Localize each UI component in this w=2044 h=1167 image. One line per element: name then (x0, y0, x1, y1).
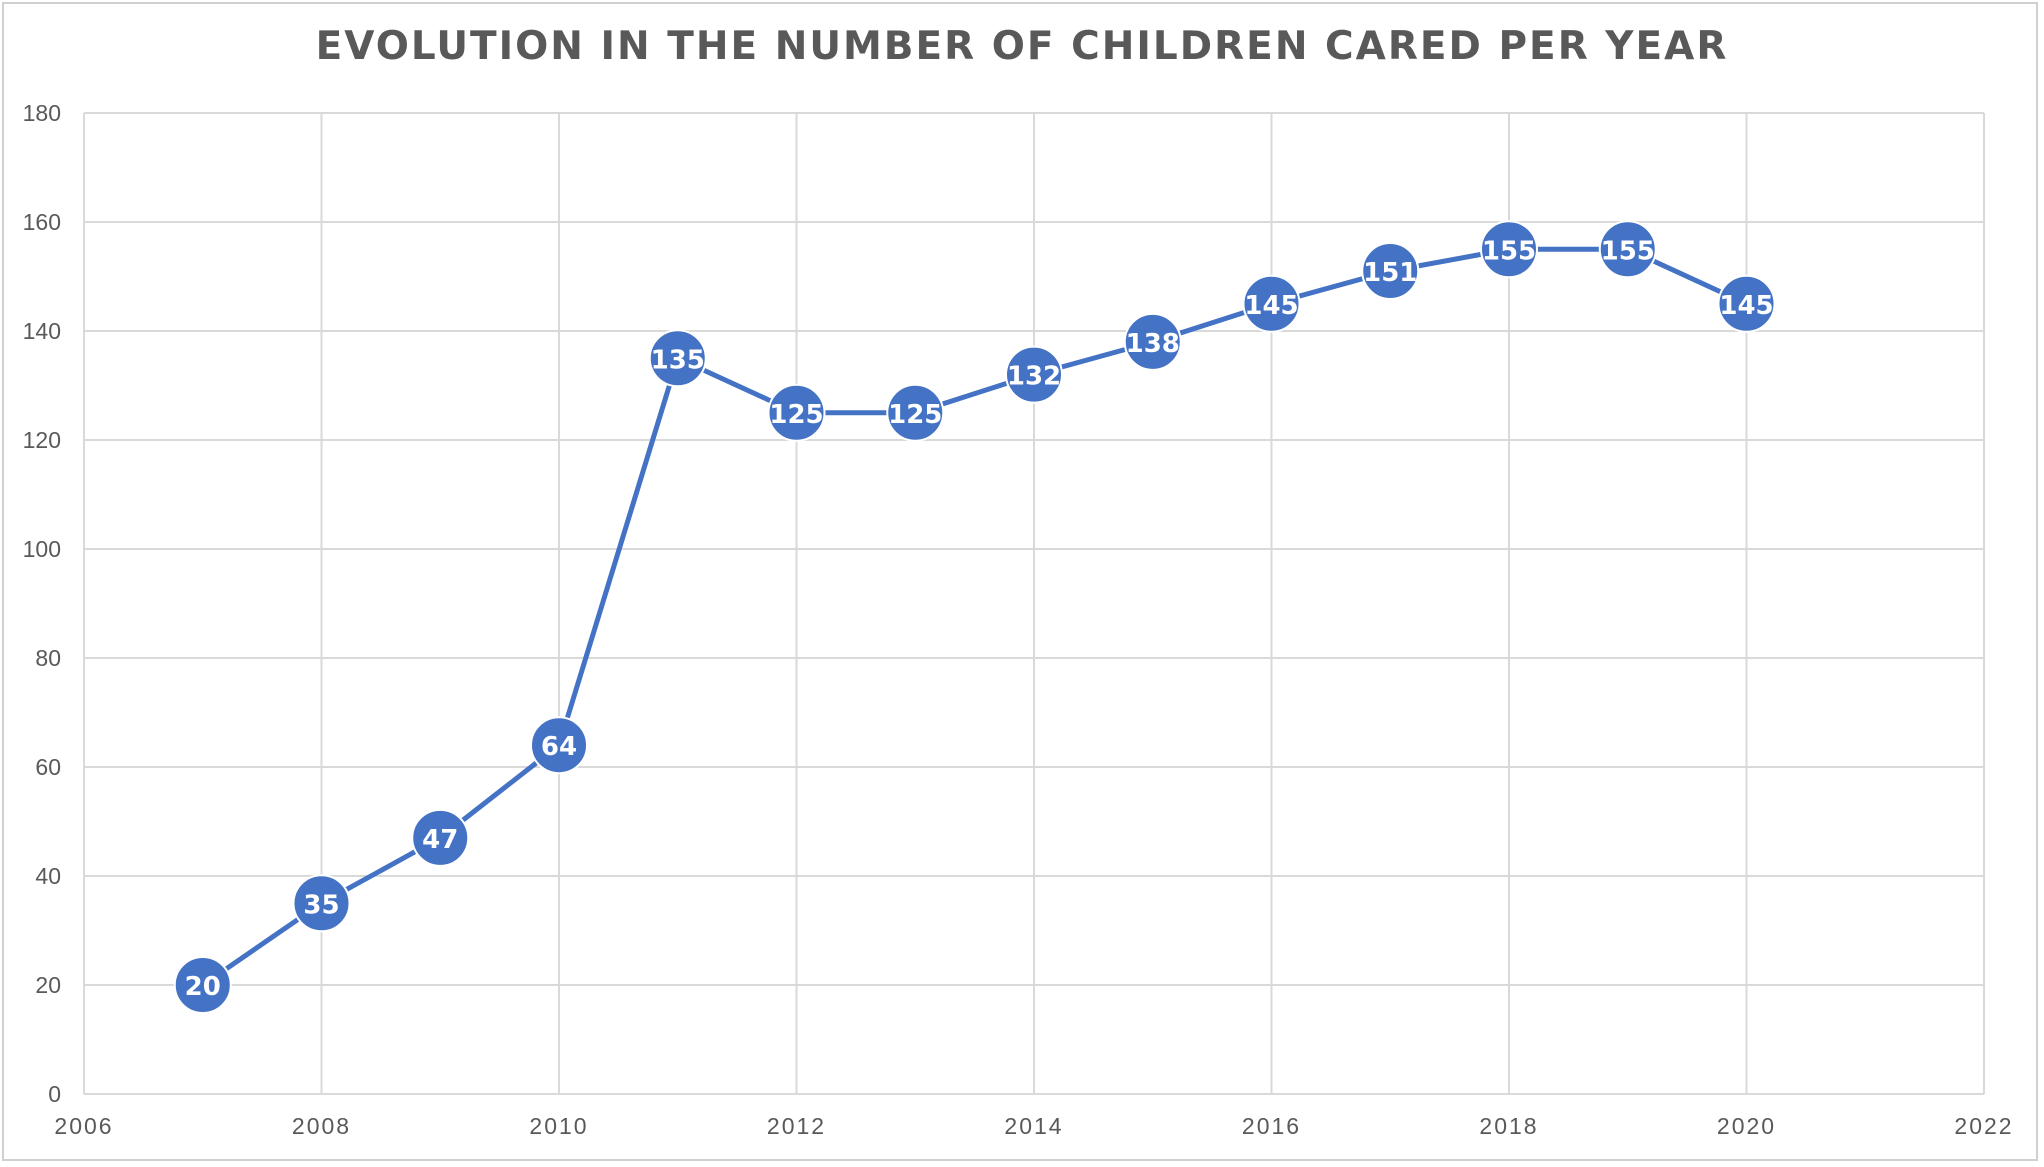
data-series: 20 35 47 64 135 125 125 132 138 145 151 155 155 145 (173, 220, 1776, 1014)
data-label: 125 (769, 400, 823, 430)
data-point (767, 383, 826, 442)
x-tick-label: 2016 (1242, 1113, 1301, 1139)
data-point (1717, 274, 1776, 333)
y-tick-label: 40 (35, 863, 61, 889)
series-line (201, 246, 1748, 988)
x-tick-label: 2008 (292, 1113, 351, 1139)
data-label: 155 (1482, 236, 1536, 266)
data-label: 35 (303, 890, 339, 920)
x-tick-label: 2014 (1004, 1113, 1063, 1139)
x-tick-label: 2012 (767, 1113, 826, 1139)
data-point (292, 874, 351, 933)
data-point (648, 329, 707, 388)
y-tick-label: 160 (23, 209, 61, 235)
data-point (886, 383, 945, 442)
y-tick-label: 60 (35, 754, 61, 780)
data-point (173, 956, 232, 1014)
data-label: 155 (1601, 236, 1655, 266)
y-tick-label: 80 (35, 645, 61, 671)
x-tick-label: 2020 (1717, 1113, 1776, 1139)
y-tick-label: 20 (35, 972, 61, 998)
data-label: 135 (651, 345, 705, 375)
data-point (530, 716, 588, 775)
data-label: 20 (185, 972, 221, 1002)
data-point (1242, 274, 1301, 333)
data-label: 64 (541, 732, 577, 762)
x-tick-label: 2010 (529, 1113, 588, 1139)
data-label: 151 (1363, 258, 1417, 288)
data-point (411, 808, 470, 867)
y-tick-label: 120 (23, 427, 61, 453)
x-tick-label: 2006 (54, 1113, 113, 1139)
y-tick-label: 140 (23, 318, 61, 344)
x-tick-label: 2018 (1479, 1113, 1538, 1139)
data-label: 132 (1007, 362, 1061, 392)
data-label: 145 (1244, 291, 1298, 321)
data-point (1598, 220, 1657, 279)
data-point (1480, 220, 1538, 279)
data-point (1123, 312, 1182, 371)
data-label: 138 (1126, 329, 1180, 359)
data-point (1005, 345, 1063, 404)
y-tick-label: 100 (23, 536, 61, 562)
y-tick-label: 180 (23, 100, 61, 126)
data-label: 145 (1719, 291, 1773, 321)
chart-title: EVOLUTION IN THE NUMBER OF CHILDREN CARE… (315, 24, 1729, 69)
grid-lines (83, 112, 1985, 1095)
y-tick-label: 0 (48, 1081, 61, 1107)
data-label: 125 (888, 400, 942, 430)
x-tick-label: 2022 (1954, 1113, 2013, 1139)
data-point (1361, 242, 1420, 301)
data-label: 47 (422, 825, 458, 855)
